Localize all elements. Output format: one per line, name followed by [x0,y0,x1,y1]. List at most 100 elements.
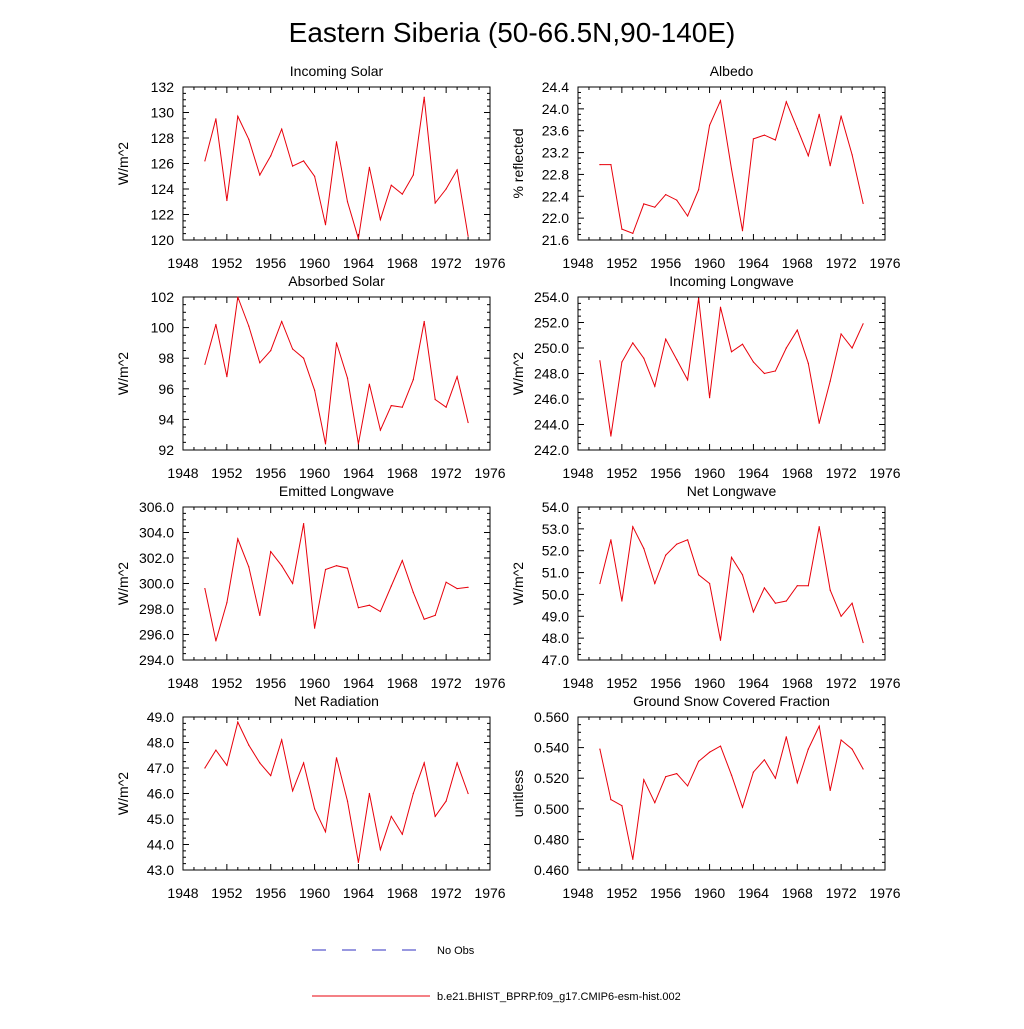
data-point [248,138,250,140]
series-line [204,523,469,642]
data-point [752,138,755,140]
y-tick-label: 0.460 [534,862,569,878]
series-line [204,296,469,444]
data-point [599,164,601,166]
y-axis-label: W/m^2 [115,562,131,605]
data-point [621,600,623,602]
y-axis-label: % reflected [510,128,526,198]
data-point [840,115,842,117]
x-tick-label: 1948 [562,885,593,901]
x-tick-label: 1952 [211,465,242,481]
x-tick-label: 1956 [255,675,286,691]
data-point [741,230,744,232]
x-tick-label: 1964 [738,885,769,901]
y-tick-label: 46.0 [147,786,174,802]
data-point [676,199,678,201]
data-point [292,582,294,585]
data-point [840,333,842,335]
data-point [456,376,458,378]
data-point [412,379,414,381]
x-tick-label: 1964 [738,255,769,271]
data-point [829,589,831,591]
data-point [676,773,678,775]
x-tick-label: 1948 [167,255,198,271]
y-tick-label: 102 [151,289,175,305]
x-tick-label: 1972 [431,885,462,901]
data-point [215,640,217,642]
panel-6: Net Longwave 1948 1952 1956 1960 1964 1968 1972… [510,483,901,691]
panel-title: Incoming Longwave [669,273,794,289]
y-tick-label: 304.0 [139,525,174,541]
data-point [314,389,316,391]
x-tick-label: 1964 [738,465,769,481]
plot-frame [577,716,886,871]
data-point [796,127,798,130]
data-point [379,219,381,221]
data-point [467,792,469,795]
data-point [752,361,755,363]
data-point [434,202,436,204]
y-tick-label: 0.540 [534,740,569,756]
y-tick-label: 45.0 [147,811,174,827]
x-tick-label: 1972 [826,675,857,691]
y-tick-label: 22.0 [542,210,569,226]
panel-title: Emitted Longwave [279,483,394,499]
data-point [610,799,612,801]
x-tick-label: 1960 [694,675,725,691]
x-tick-label: 1956 [650,465,681,481]
x-tick-label: 1968 [387,675,418,691]
data-point [226,376,228,378]
data-point [390,585,392,587]
data-point [785,101,787,103]
y-tick-label: 244.0 [534,417,569,433]
data-point [335,757,338,759]
data-point [610,164,612,166]
data-point [643,357,645,359]
data-point [709,397,711,399]
x-tick-label: 1952 [211,675,242,691]
y-tick-label: 44.0 [147,837,174,853]
y-tick-label: 43.0 [147,862,174,878]
data-point [259,614,261,617]
data-point [698,297,700,299]
data-point [752,611,755,613]
data-point [807,155,809,157]
data-point [687,379,689,381]
data-point [719,100,722,102]
data-point [281,320,283,323]
data-point [324,443,327,445]
data-point [204,363,206,365]
x-tick-label: 1960 [299,675,330,691]
data-point [423,96,425,98]
x-tick-label: 1968 [387,885,418,901]
data-point [215,323,217,326]
data-point [401,406,403,408]
data-point [248,566,250,568]
series-line [599,98,864,235]
data-point [840,739,842,741]
data-point [270,350,272,352]
data-point [785,347,787,349]
data-point [851,748,853,750]
x-tick-label: 1952 [606,675,637,691]
data-point [292,790,294,792]
data-point [281,565,283,567]
y-tick-label: 242.0 [534,442,569,458]
y-axis-label: W/m^2 [115,352,131,395]
x-tick-label: 1968 [782,465,813,481]
x-tick-label: 1972 [826,255,857,271]
data-point [730,351,733,353]
data-point [610,539,612,541]
data-point [434,614,436,617]
data-point [346,800,349,802]
data-point [730,774,733,776]
data-point [818,526,820,528]
data-point [401,193,403,195]
plot-frame [182,86,491,241]
data-point [862,323,864,325]
data-point [379,610,381,613]
data-point [314,627,316,629]
data-point [719,745,722,747]
y-tick-label: 120 [151,232,175,248]
data-point [829,789,831,792]
